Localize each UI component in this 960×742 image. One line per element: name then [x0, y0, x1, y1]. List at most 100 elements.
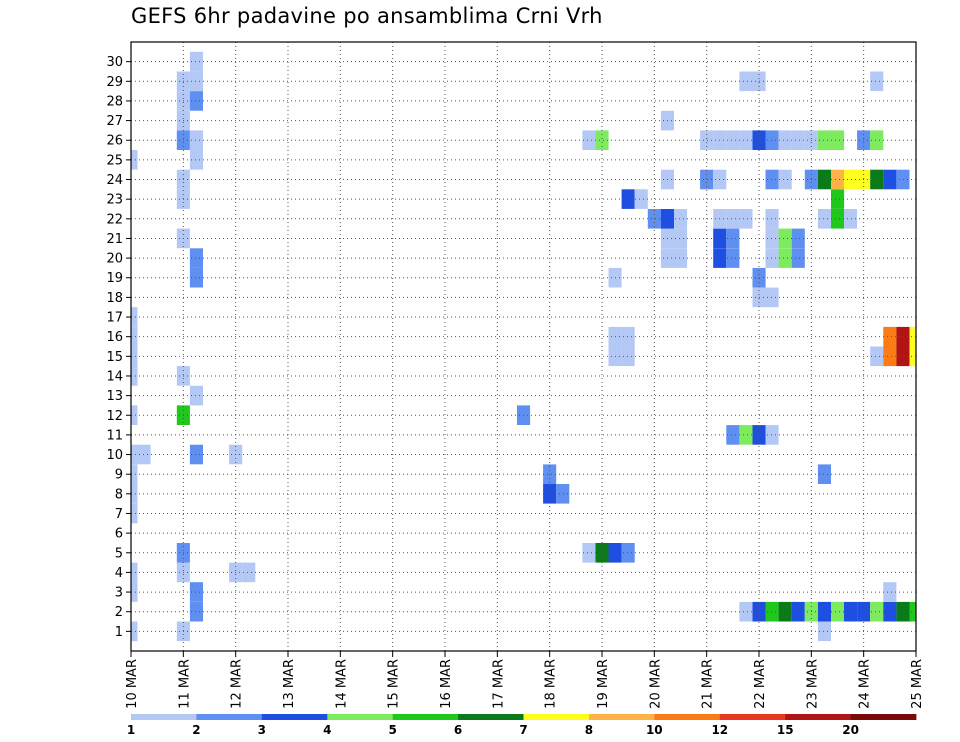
y-tick-label: 17 — [106, 311, 123, 326]
heatmap-cell — [817, 601, 831, 622]
heatmap-cell — [726, 209, 740, 229]
colorbar-swatch — [392, 714, 459, 720]
heatmap-cell — [883, 601, 897, 622]
heatmap-cell — [791, 248, 805, 268]
heatmap-cell — [556, 484, 570, 504]
heatmap-cell — [131, 484, 138, 504]
y-tick-label: 22 — [106, 212, 123, 227]
heatmap-cell — [131, 621, 138, 642]
x-tick-label: 15 MAR — [387, 659, 402, 709]
heatmap-cell — [778, 169, 792, 190]
colorbar-label: 8 — [585, 723, 593, 737]
heatmap-cell — [621, 189, 635, 209]
heatmap-cell — [778, 601, 792, 622]
x-tick-label: 14 MAR — [334, 659, 349, 709]
y-tick-label: 8 — [115, 487, 123, 502]
heatmap-cell — [883, 346, 897, 367]
heatmap-cell — [817, 209, 831, 229]
heatmap-cell — [844, 209, 858, 229]
y-tick-label: 9 — [115, 468, 123, 483]
x-tick-label: 11 MAR — [177, 659, 192, 709]
heatmap-cell — [189, 267, 203, 288]
y-tick-label: 29 — [106, 75, 123, 90]
y-tick-label: 13 — [106, 389, 123, 404]
colorbar-swatch — [327, 714, 394, 720]
colorbar-label: 3 — [258, 723, 266, 737]
heatmap-cell — [595, 130, 609, 150]
heatmap-cell — [765, 130, 779, 150]
heatmap-cell — [131, 366, 138, 386]
heatmap-cell — [765, 248, 779, 268]
heatmap-cell — [582, 543, 596, 563]
y-tick-label: 14 — [106, 369, 123, 384]
heatmap-cell — [131, 444, 138, 465]
x-tick-label: 22 MAR — [753, 659, 768, 709]
heatmap-cell — [700, 130, 714, 150]
heatmap-cell — [131, 405, 138, 425]
heatmap-cell — [909, 601, 916, 622]
heatmap-cell — [131, 464, 138, 484]
heatmap-cell — [765, 209, 779, 229]
heatmap-cell — [131, 346, 138, 367]
colorbar-swatch — [458, 714, 524, 720]
x-tick-label: 25 MAR — [910, 659, 925, 709]
heatmap-cell — [189, 248, 203, 268]
heatmap-cell — [765, 228, 779, 249]
heatmap-cell — [674, 228, 688, 249]
y-tick-label: 11 — [106, 428, 123, 443]
heatmap-cell — [870, 601, 884, 622]
colorbar-swatch — [196, 714, 263, 720]
heatmap-cell — [831, 169, 845, 190]
heatmap-cell — [189, 130, 203, 150]
heatmap-cell — [131, 307, 138, 327]
heatmap-cell — [817, 169, 831, 190]
heatmap-cell — [896, 326, 910, 347]
x-tick-label: 21 MAR — [701, 659, 716, 709]
chart-title: GEFS 6hr padavine po ansamblima Crni Vrh — [131, 4, 603, 28]
x-tick-label: 20 MAR — [648, 659, 663, 709]
colorbar-label: 10 — [646, 723, 663, 737]
y-tick-label: 28 — [106, 94, 123, 109]
colorbar-label: 4 — [323, 723, 331, 737]
y-tick-label: 1 — [115, 625, 123, 640]
heatmap-cell — [844, 601, 858, 622]
heatmap-cell — [739, 209, 753, 229]
heatmap-cell — [778, 228, 792, 249]
heatmap-cell — [870, 169, 884, 190]
heatmap-cell — [817, 130, 831, 150]
colorbar-label: 12 — [711, 723, 728, 737]
x-tick-label: 24 MAR — [858, 659, 873, 709]
heatmap-cell — [883, 582, 897, 602]
heatmap-cell — [189, 91, 203, 111]
heatmap-cell — [896, 346, 910, 367]
heatmap-cell — [831, 130, 845, 150]
y-tick-label: 25 — [106, 153, 123, 168]
colorbar-swatch — [654, 714, 721, 720]
heatmap-cell — [700, 169, 714, 190]
heatmap-cell — [883, 326, 897, 347]
heatmap-cell — [726, 130, 740, 150]
heatmap-cell — [817, 621, 831, 642]
heatmap-cell — [844, 169, 858, 190]
heatmap-cell — [131, 562, 138, 583]
colorbar-swatch — [261, 714, 328, 720]
heatmap-cell — [189, 51, 203, 72]
x-tick-label: 18 MAR — [544, 659, 559, 709]
y-tick-label: 20 — [106, 252, 123, 267]
heatmap-cell — [674, 209, 688, 229]
colorbar-swatch — [588, 714, 655, 720]
y-tick-label: 24 — [106, 173, 123, 188]
heatmap-cell — [189, 385, 203, 406]
heatmap-cell — [739, 71, 753, 92]
heatmap-cell — [870, 346, 884, 367]
heatmap-cell — [543, 484, 557, 504]
y-tick-label: 27 — [106, 114, 123, 129]
cells-layer — [131, 51, 916, 642]
heatmap-cell — [131, 150, 138, 170]
heatmap-cell — [896, 169, 910, 190]
x-tick-label: 12 MAR — [230, 659, 245, 709]
heatmap-cell — [621, 543, 635, 563]
heatmap-cell — [831, 601, 845, 622]
y-tick-label: 10 — [106, 448, 123, 463]
heatmap-cell — [189, 71, 203, 92]
